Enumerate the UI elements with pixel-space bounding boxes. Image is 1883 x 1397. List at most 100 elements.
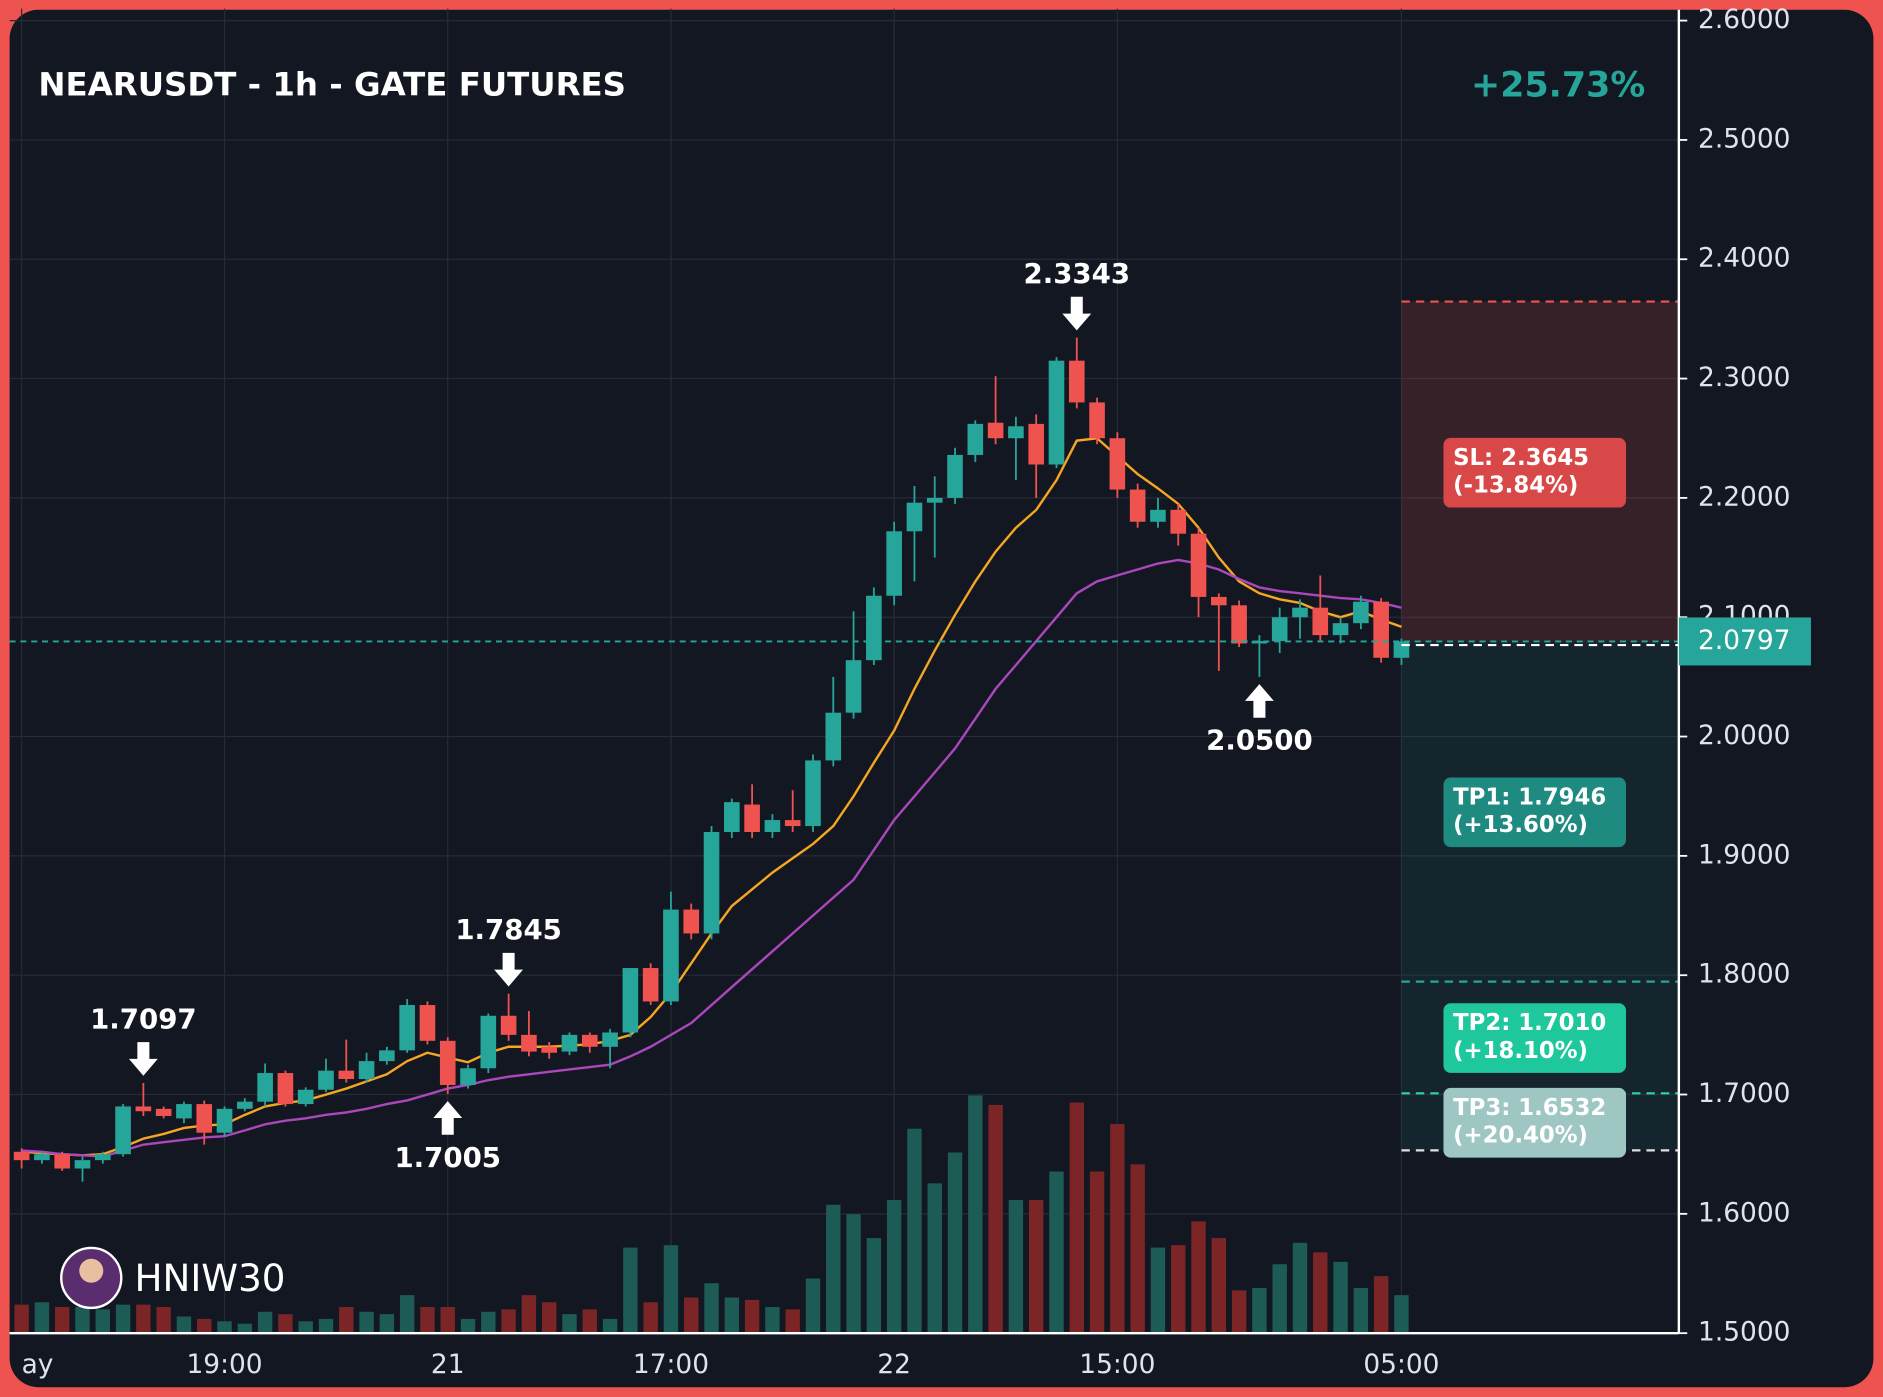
volume-bar — [1211, 1238, 1227, 1334]
volume-bar — [1313, 1252, 1328, 1334]
candle-body — [419, 1005, 436, 1041]
candle-body — [866, 595, 882, 661]
volume-bar — [521, 1295, 537, 1334]
volume-bar — [197, 1318, 212, 1334]
candle-body — [176, 1104, 192, 1119]
candle-body — [13, 1151, 30, 1161]
volume-bar — [1231, 1290, 1247, 1334]
avatar-face — [79, 1258, 104, 1283]
annotation-label: 1.7005 — [394, 1141, 501, 1174]
change: +25.73% — [1471, 66, 1645, 106]
x-tick-label: 15:00 — [1079, 1349, 1155, 1380]
candle-body — [926, 497, 943, 503]
level-sublabel: (+18.10%) — [1453, 1038, 1588, 1064]
volume-bar — [947, 1152, 963, 1334]
volume-bar — [339, 1307, 354, 1334]
volume-bar — [481, 1311, 496, 1334]
volume-bar — [54, 1307, 70, 1334]
candle-body — [967, 423, 984, 455]
level-label: SL: 2.3645 — [1453, 445, 1589, 471]
candle-body — [115, 1106, 131, 1155]
candle-body — [1150, 509, 1166, 522]
plot: 1.50001.60001.70001.80001.90002.00002.10… — [9, 4, 1811, 1380]
watermark: HNIW30 — [135, 1256, 286, 1300]
candle-body — [500, 1015, 517, 1035]
candle-body — [947, 454, 963, 498]
volume-bar — [318, 1318, 334, 1334]
level-label: TP2: 1.7010 — [1453, 1010, 1606, 1036]
candle-body — [845, 660, 862, 713]
volume-bar — [724, 1297, 740, 1334]
volume-bar — [440, 1307, 455, 1334]
candle-body — [1292, 607, 1308, 618]
annotation-label: 2.3343 — [1024, 257, 1131, 290]
y-tick-label: 1.8000 — [1698, 959, 1790, 990]
candle-body — [825, 712, 842, 761]
volume-bar — [582, 1309, 597, 1334]
candle-body — [784, 820, 801, 827]
volume-bar — [744, 1299, 760, 1334]
volume-bar — [785, 1309, 800, 1334]
volume-bar — [1110, 1123, 1125, 1334]
volume-bar — [1150, 1247, 1166, 1334]
volume-bar — [541, 1302, 557, 1334]
volume-bar — [1171, 1245, 1186, 1334]
volume-bar — [278, 1314, 293, 1334]
candle-body — [1089, 402, 1105, 439]
volume-bar — [1069, 1102, 1084, 1334]
candle-body — [1373, 601, 1389, 658]
candle-body — [155, 1108, 172, 1117]
volume-bar — [1089, 1171, 1105, 1334]
x-tick-label: 21 — [431, 1349, 465, 1380]
level-box — [1443, 777, 1627, 848]
candle-body — [764, 820, 781, 833]
candle-body — [257, 1073, 273, 1102]
volume-bar — [623, 1247, 638, 1334]
volume-bar — [826, 1204, 841, 1334]
candle-body — [1312, 607, 1329, 636]
volume-bar — [1252, 1287, 1267, 1334]
candle-body — [1393, 641, 1410, 658]
candle-body — [906, 502, 923, 532]
candle-body — [358, 1061, 375, 1080]
candle-body — [1231, 605, 1247, 644]
volume-bar — [359, 1311, 374, 1334]
volume-bar — [136, 1304, 151, 1334]
annotation-label: 2.0500 — [1206, 724, 1313, 757]
candle-body — [521, 1034, 537, 1052]
annotation-label: 1.7845 — [455, 913, 562, 946]
volume-bar — [562, 1314, 577, 1334]
volume-bar — [176, 1316, 192, 1334]
volume-bar — [1191, 1221, 1206, 1334]
x-tick-label: 22 — [877, 1349, 911, 1380]
candle-body — [1353, 601, 1369, 624]
volume-bar — [663, 1245, 679, 1334]
volume-bar — [643, 1302, 658, 1334]
candle-body — [297, 1089, 314, 1105]
y-tick-label: 2.6000 — [1698, 4, 1790, 35]
level-sublabel: (+20.40%) — [1453, 1122, 1588, 1148]
level-label: TP3: 1.6532 — [1453, 1095, 1606, 1121]
volume-bar — [156, 1307, 171, 1334]
annotation-label: 1.7097 — [90, 1003, 197, 1036]
x-tick-label: ay — [22, 1349, 54, 1380]
volume-bar — [907, 1128, 922, 1334]
volume-bar — [602, 1318, 618, 1334]
candle-body — [663, 909, 679, 1002]
volume-bar — [684, 1297, 699, 1334]
y-tick-label: 2.4000 — [1698, 243, 1790, 274]
volume-bar — [1292, 1242, 1308, 1334]
last-price-label: 2.0797 — [1698, 625, 1790, 656]
level-sublabel: (-13.84%) — [1453, 472, 1578, 498]
volume-bar — [704, 1283, 719, 1334]
candle-body — [54, 1154, 71, 1169]
candle-body — [805, 760, 821, 827]
volume-bar — [1049, 1171, 1064, 1334]
y-tick-label: 1.7000 — [1698, 1078, 1790, 1109]
y-tick-label: 2.0000 — [1698, 720, 1790, 751]
level-sublabel: (+13.60%) — [1453, 812, 1588, 838]
candle-body — [1028, 423, 1044, 465]
volume-bar — [460, 1318, 476, 1334]
candle-body — [34, 1154, 50, 1161]
volume-bar — [399, 1295, 415, 1334]
